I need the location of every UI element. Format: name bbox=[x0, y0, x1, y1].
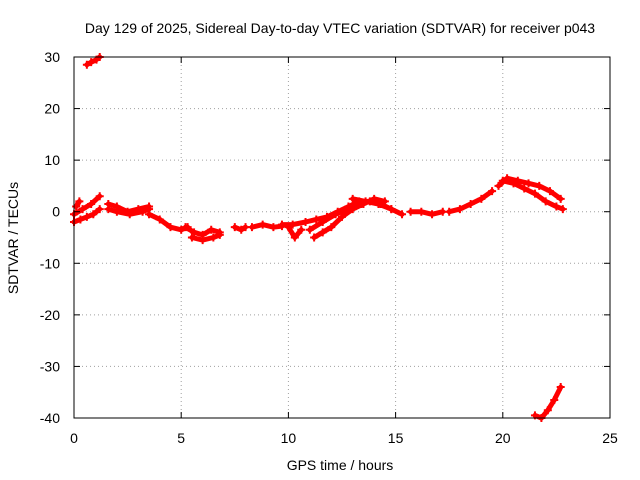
data-point bbox=[258, 220, 267, 229]
series-seg17 bbox=[408, 209, 446, 217]
data-point bbox=[288, 220, 297, 229]
y-tick-label: -10 bbox=[40, 255, 60, 271]
data-point bbox=[305, 225, 314, 234]
data-point bbox=[312, 215, 321, 224]
data-point bbox=[344, 205, 353, 214]
data-point bbox=[95, 205, 104, 214]
data-point bbox=[520, 184, 529, 193]
data-point bbox=[398, 210, 407, 219]
series-seg9 bbox=[189, 232, 223, 243]
data-point bbox=[247, 223, 256, 232]
data-point bbox=[187, 233, 196, 242]
data-point bbox=[428, 210, 437, 219]
data-point bbox=[297, 225, 306, 234]
data-point bbox=[545, 187, 554, 196]
data-point bbox=[207, 225, 216, 234]
y-tick-label: 0 bbox=[52, 204, 60, 220]
data-point bbox=[76, 215, 85, 224]
x-tick-label: 10 bbox=[281, 430, 297, 446]
plot-frame bbox=[73, 56, 611, 419]
data-point bbox=[104, 205, 113, 214]
x-tick-label: 25 bbox=[602, 430, 618, 446]
data-point bbox=[406, 207, 415, 216]
data-point bbox=[535, 181, 544, 190]
data-point bbox=[290, 233, 299, 242]
x-tick-label: 5 bbox=[177, 430, 185, 446]
y-tick-label: -40 bbox=[40, 410, 60, 426]
data-point bbox=[530, 189, 539, 198]
data-point bbox=[215, 230, 224, 239]
data-point bbox=[552, 202, 561, 211]
data-point bbox=[318, 218, 327, 227]
data-point bbox=[269, 223, 278, 232]
data-point bbox=[455, 205, 464, 214]
data-point bbox=[155, 215, 164, 224]
data-point bbox=[78, 205, 87, 214]
data-point bbox=[541, 197, 550, 206]
data-point bbox=[445, 207, 454, 216]
data-point bbox=[87, 199, 96, 208]
data-point bbox=[237, 225, 246, 234]
data-point bbox=[145, 210, 154, 219]
y-axis-label: SDTVAR / TECUs bbox=[5, 182, 21, 294]
data-point bbox=[498, 176, 507, 185]
data-point bbox=[417, 207, 426, 216]
data-point bbox=[310, 233, 319, 242]
data-point bbox=[166, 223, 175, 232]
y-tick-label: -20 bbox=[40, 307, 60, 323]
data-point bbox=[509, 179, 518, 188]
data-point bbox=[387, 205, 396, 214]
data-point bbox=[125, 210, 134, 219]
data-point bbox=[190, 228, 199, 237]
data-point bbox=[374, 199, 383, 208]
data-point bbox=[361, 197, 370, 206]
data-point bbox=[277, 220, 286, 229]
series-seg4 bbox=[84, 54, 103, 68]
x-tick-label: 15 bbox=[388, 430, 404, 446]
data-point bbox=[331, 210, 340, 219]
data-series bbox=[70, 53, 567, 422]
chart-title: Day 129 of 2025, Sidereal Day-to-day VTE… bbox=[85, 20, 595, 36]
data-point bbox=[181, 223, 190, 232]
data-point bbox=[72, 202, 81, 211]
data-point bbox=[488, 187, 497, 196]
data-point bbox=[177, 225, 186, 234]
data-point bbox=[477, 194, 486, 203]
y-tick-label: -30 bbox=[40, 358, 60, 374]
data-point bbox=[301, 218, 310, 227]
data-point bbox=[198, 236, 207, 245]
data-point bbox=[524, 179, 533, 188]
data-point bbox=[556, 383, 565, 392]
data-point bbox=[95, 192, 104, 201]
data-point bbox=[466, 199, 475, 208]
data-point bbox=[348, 194, 357, 203]
x-axis-label: GPS time / hours bbox=[287, 457, 394, 473]
y-tick-label: 20 bbox=[44, 101, 60, 117]
data-point bbox=[550, 395, 559, 404]
data-point bbox=[89, 210, 98, 219]
x-tick-label: 0 bbox=[70, 430, 78, 446]
data-point bbox=[230, 223, 239, 232]
y-tick-label: 10 bbox=[44, 152, 60, 168]
data-point bbox=[112, 207, 121, 216]
data-point bbox=[87, 58, 96, 67]
data-point bbox=[558, 205, 567, 214]
x-tick-label: 20 bbox=[495, 430, 511, 446]
data-point bbox=[318, 228, 327, 237]
series-seg11 bbox=[249, 222, 285, 230]
axis-ticks: 0 5 10 15 20 25 -40 -30 -20 -10 0 10 20 30 bbox=[40, 49, 618, 446]
data-point bbox=[82, 60, 91, 69]
data-point bbox=[327, 223, 336, 232]
data-point bbox=[138, 207, 147, 216]
data-point bbox=[284, 223, 293, 232]
data-point bbox=[543, 406, 552, 415]
data-point bbox=[556, 194, 565, 203]
data-point bbox=[494, 181, 503, 190]
data-point bbox=[82, 212, 91, 221]
data-point bbox=[209, 233, 218, 242]
y-tick-label: 30 bbox=[44, 49, 60, 65]
data-point bbox=[75, 197, 84, 206]
grid bbox=[74, 57, 610, 418]
